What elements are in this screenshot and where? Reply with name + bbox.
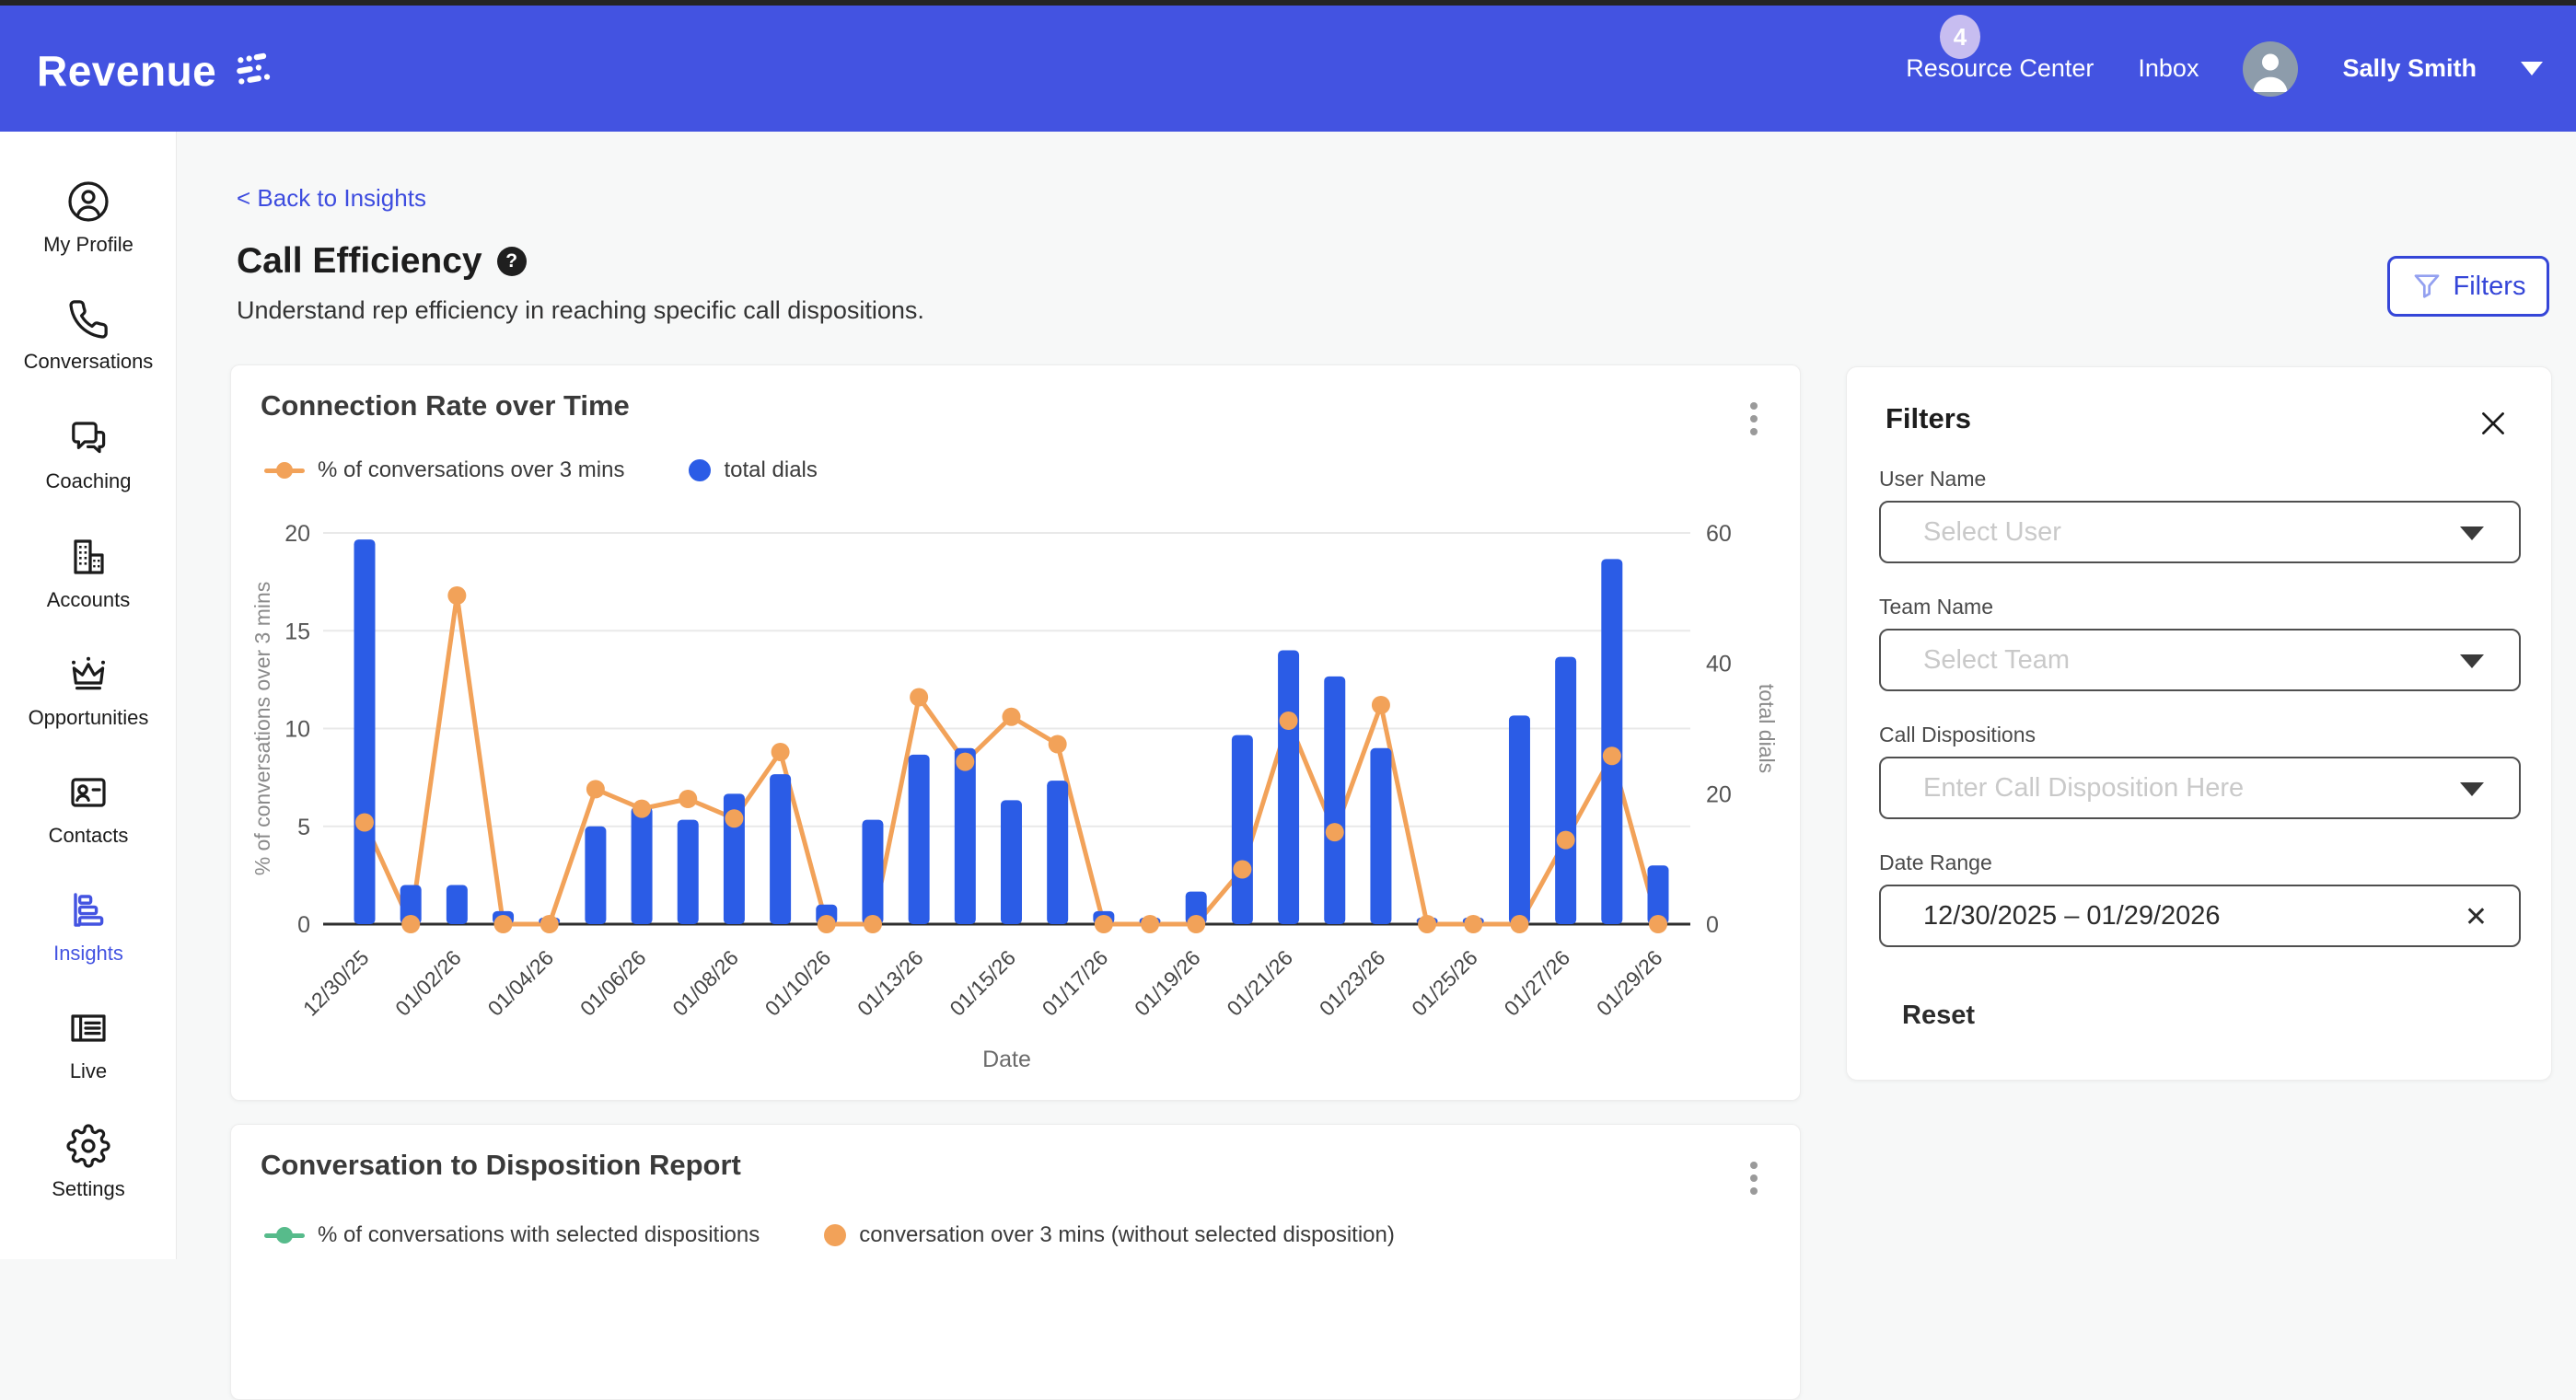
svg-text:% of conversations over 3 mins: % of conversations over 3 mins: [250, 582, 274, 876]
svg-text:total dials: total dials: [1755, 684, 1779, 773]
connection-rate-card: Connection Rate over Time % of conversat…: [230, 364, 1801, 1101]
chart-title: Conversation to Disposition Report: [261, 1149, 741, 1181]
contact-card-icon: [71, 778, 106, 807]
svg-text:0: 0: [1706, 912, 1719, 938]
card-menu-kebab-icon[interactable]: [1745, 397, 1763, 441]
svg-text:01/17/26: 01/17/26: [1038, 945, 1113, 1021]
svg-text:40: 40: [1706, 652, 1732, 677]
svg-text:01/29/26: 01/29/26: [1592, 945, 1667, 1021]
svg-text:01/27/26: 01/27/26: [1499, 945, 1574, 1021]
page-subtitle: Understand rep efficiency in reaching sp…: [237, 296, 924, 324]
sidebar-item-contacts[interactable]: Contacts: [0, 770, 177, 848]
chat-bubbles-icon: [72, 422, 106, 454]
funnel-icon: [2414, 274, 2439, 298]
sidebar-item-accounts[interactable]: Accounts: [0, 535, 177, 612]
legend-item-total-dials[interactable]: total dials: [689, 457, 818, 483]
sidebar-item-live[interactable]: Live: [0, 1006, 177, 1083]
phone-icon: [69, 300, 108, 339]
filters-panel-title: Filters: [1886, 402, 1972, 434]
sidebar-item-insights[interactable]: Insights: [0, 888, 177, 966]
svg-text:01/23/26: 01/23/26: [1315, 945, 1390, 1021]
sidebar-item-coaching[interactable]: Coaching: [0, 416, 177, 493]
legend-item-pct-conversations[interactable]: % of conversations over 3 mins: [264, 457, 624, 483]
svg-text:01/13/26: 01/13/26: [853, 945, 928, 1021]
logo-dots-icon: [237, 52, 271, 85]
newspaper-icon: [71, 1014, 106, 1042]
back-to-insights-link[interactable]: < Back to Insights: [237, 184, 426, 212]
orange-line-marker-icon: [264, 460, 305, 480]
chevron-down-icon[interactable]: [2460, 526, 2484, 540]
svg-text:01/15/26: 01/15/26: [945, 945, 1020, 1021]
svg-text:15: 15: [284, 619, 310, 644]
person-icon: [2253, 53, 2289, 92]
card-menu-kebab-icon[interactable]: [1745, 1156, 1763, 1200]
chart-title: Connection Rate over Time: [261, 389, 630, 422]
help-icon[interactable]: ?: [496, 247, 527, 276]
filters-button[interactable]: Filters: [2387, 256, 2549, 317]
sidebar-item-settings[interactable]: Settings: [0, 1124, 177, 1201]
svg-text:20: 20: [1706, 781, 1732, 807]
svg-text:5: 5: [297, 815, 310, 840]
revenue-logo[interactable]: Revenue: [37, 46, 273, 96]
buildings-icon: [74, 539, 104, 574]
logo-text: Revenue: [37, 47, 217, 95]
window-top-strip: [0, 0, 2576, 6]
sidebar-item-my-profile[interactable]: My Profile: [0, 179, 177, 257]
svg-text:01/08/26: 01/08/26: [667, 945, 743, 1021]
sidebar-item-conversations[interactable]: Conversations: [0, 298, 177, 374]
call-dispositions-label: Call Dispositions: [1879, 723, 2036, 746]
sidebar: My Profile Conversations Coaching Accoun…: [0, 132, 177, 1259]
green-line-marker-icon: [264, 1225, 305, 1245]
svg-text:01/25/26: 01/25/26: [1407, 945, 1482, 1021]
svg-text:Date: Date: [982, 1047, 1031, 1072]
legend-item-over-3-mins[interactable]: conversation over 3 mins (without select…: [824, 1222, 1395, 1248]
svg-text:01/10/26: 01/10/26: [760, 945, 836, 1021]
crown-icon: [72, 656, 105, 690]
orange-dot-marker-icon: [824, 1224, 847, 1246]
nav-inbox[interactable]: Inbox: [2138, 54, 2199, 82]
chart-legend: % of conversations with selected disposi…: [264, 1222, 1395, 1248]
reset-button[interactable]: Reset: [1902, 1001, 1975, 1030]
avatar[interactable]: [2243, 40, 2299, 97]
user-name-label: User Name: [1879, 467, 1987, 491]
chevron-down-icon[interactable]: [2460, 782, 2484, 796]
svg-text:10: 10: [284, 717, 310, 743]
gear-icon: [66, 1124, 110, 1168]
clear-date-icon[interactable]: ✕: [2464, 902, 2488, 932]
user-select-input[interactable]: [1879, 501, 2521, 563]
date-range-input[interactable]: [1879, 885, 2521, 947]
svg-text:20: 20: [284, 521, 310, 547]
close-icon[interactable]: [2476, 406, 2511, 441]
app-header: Revenue 4 Resource Center Inbox Sally Sm…: [0, 6, 2576, 132]
svg-text:60: 60: [1706, 521, 1732, 547]
svg-text:01/04/26: 01/04/26: [483, 945, 559, 1021]
svg-text:01/02/26: 01/02/26: [390, 945, 466, 1021]
svg-text:12/30/25: 12/30/25: [298, 945, 374, 1021]
legend-item-selected-dispositions[interactable]: % of conversations with selected disposi…: [264, 1222, 760, 1248]
team-name-label: Team Name: [1879, 595, 1993, 619]
disposition-report-card: Conversation to Disposition Report % of …: [230, 1124, 1801, 1400]
chart-legend: % of conversations over 3 mins total dia…: [264, 457, 818, 483]
date-range-label: Date Range: [1879, 850, 1992, 874]
user-caret-icon[interactable]: [2521, 62, 2543, 75]
svg-text:01/19/26: 01/19/26: [1130, 945, 1205, 1021]
profile-icon: [68, 181, 109, 222]
svg-text:0: 0: [297, 912, 310, 938]
sidebar-item-opportunities[interactable]: Opportunities: [0, 653, 177, 730]
chevron-down-icon[interactable]: [2460, 654, 2484, 668]
call-disposition-input[interactable]: [1879, 757, 2521, 819]
svg-text:01/21/26: 01/21/26: [1222, 945, 1297, 1021]
svg-text:01/06/26: 01/06/26: [575, 945, 651, 1021]
user-menu[interactable]: Sally Smith: [2342, 54, 2477, 82]
filters-panel: Filters User Name Team Name Call Disposi…: [1846, 366, 2552, 1081]
bar-chart-icon: [74, 893, 104, 927]
nav-resource-center[interactable]: Resource Center: [1906, 54, 2094, 82]
blue-dot-marker-icon: [689, 459, 712, 481]
page-title: Call Efficiency: [237, 241, 482, 281]
team-select-input[interactable]: [1879, 629, 2521, 691]
notification-badge[interactable]: 4: [1940, 15, 1980, 59]
